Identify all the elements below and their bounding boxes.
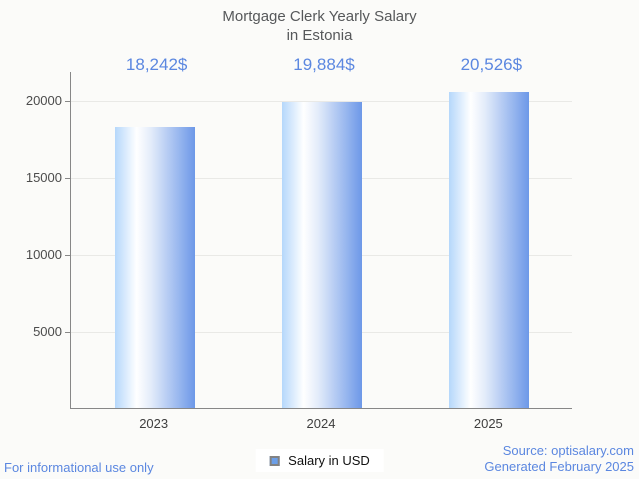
- y-axis-label-5000: 5000: [33, 323, 62, 339]
- x-axis-label-2025: 2025: [473, 416, 503, 431]
- y-axis-label-15000: 15000: [25, 169, 62, 185]
- chart-title-line1: Mortgage Clerk Yearly Salary: [222, 8, 417, 25]
- y-tick-mark-20000: [65, 100, 70, 102]
- bar-2023[interactable]: [114, 127, 195, 408]
- generated-date: Generated February 2025: [484, 459, 634, 474]
- y-axis-label-10000: 10000: [25, 246, 62, 262]
- y-tick-mark-10000: [65, 254, 70, 256]
- legend-swatch-icon: [269, 455, 280, 466]
- plot-area: [65, 72, 572, 409]
- chart-title-line2: in Estonia: [286, 27, 353, 44]
- y-tick-mark-15000: [65, 177, 70, 179]
- source-link[interactable]: Source: optisalary.com: [502, 443, 634, 458]
- gridline-20000: [71, 100, 572, 102]
- bar-2024[interactable]: [282, 102, 362, 408]
- value-label-2024: 19,884$: [293, 55, 355, 74]
- x-axis-label-2024: 2024: [306, 416, 336, 431]
- y-axis-label-20000: 20000: [25, 92, 62, 108]
- source-attribution: Source: optisalary.com Generated Februar…: [484, 443, 634, 475]
- bar-2025[interactable]: [449, 92, 530, 408]
- chart-title: Mortgage Clerk Yearly Salary in Estonia: [0, 7, 639, 45]
- x-axis-label-2023: 2023: [139, 416, 169, 431]
- legend-label: Salary in USD: [288, 453, 370, 468]
- disclaimer-text: For informational use only: [4, 460, 154, 475]
- legend: Salary in USD: [255, 449, 384, 472]
- y-tick-mark-5000: [65, 331, 70, 333]
- value-label-2023: 18,242$: [125, 55, 188, 74]
- value-label-2025: 20,526$: [460, 55, 523, 74]
